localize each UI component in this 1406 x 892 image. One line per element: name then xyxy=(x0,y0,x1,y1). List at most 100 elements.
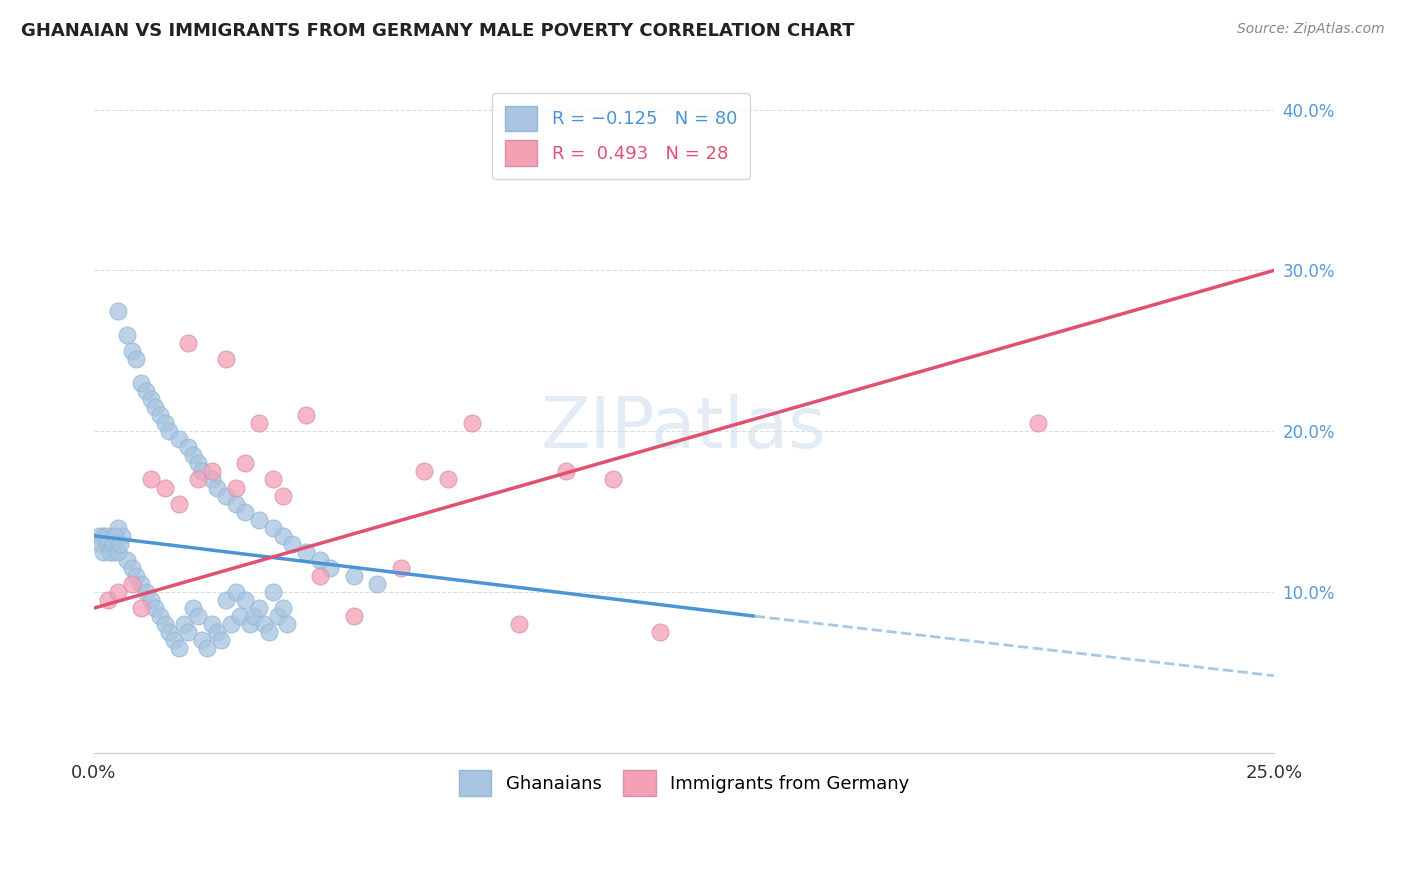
Point xyxy=(233,505,256,519)
Point xyxy=(139,593,162,607)
Point xyxy=(225,481,247,495)
Point xyxy=(177,440,200,454)
Point xyxy=(225,585,247,599)
Point xyxy=(229,609,252,624)
Point xyxy=(167,641,190,656)
Point xyxy=(342,609,364,624)
Point xyxy=(135,384,157,398)
Point xyxy=(143,601,166,615)
Point xyxy=(163,633,186,648)
Point xyxy=(173,617,195,632)
Point xyxy=(243,609,266,624)
Point xyxy=(271,529,294,543)
Point xyxy=(187,609,209,624)
Point xyxy=(121,343,143,358)
Point xyxy=(295,408,318,422)
Point xyxy=(342,569,364,583)
Point xyxy=(167,497,190,511)
Point xyxy=(191,633,214,648)
Point xyxy=(107,585,129,599)
Point xyxy=(90,537,112,551)
Point xyxy=(413,465,436,479)
Point xyxy=(219,617,242,632)
Point xyxy=(247,513,270,527)
Point xyxy=(602,473,624,487)
Point xyxy=(153,617,176,632)
Point xyxy=(100,545,122,559)
Point xyxy=(107,521,129,535)
Point xyxy=(159,625,181,640)
Point xyxy=(366,577,388,591)
Point xyxy=(125,351,148,366)
Point xyxy=(187,456,209,470)
Point xyxy=(101,545,124,559)
Point xyxy=(177,335,200,350)
Point xyxy=(129,577,152,591)
Point xyxy=(437,473,460,487)
Point xyxy=(139,392,162,406)
Point xyxy=(215,489,238,503)
Point xyxy=(94,529,117,543)
Point xyxy=(129,376,152,390)
Point xyxy=(233,456,256,470)
Point xyxy=(257,625,280,640)
Point xyxy=(201,465,224,479)
Point xyxy=(153,416,176,430)
Point xyxy=(139,473,162,487)
Point xyxy=(247,416,270,430)
Legend: Ghanaians, Immigrants from Germany: Ghanaians, Immigrants from Germany xyxy=(450,761,918,805)
Point xyxy=(262,521,284,535)
Point xyxy=(87,529,110,543)
Point xyxy=(149,609,172,624)
Point xyxy=(115,327,138,342)
Point xyxy=(262,473,284,487)
Point xyxy=(181,448,204,462)
Point xyxy=(107,303,129,318)
Point xyxy=(205,481,228,495)
Point xyxy=(97,593,120,607)
Point xyxy=(247,601,270,615)
Point xyxy=(319,561,342,575)
Point xyxy=(508,617,530,632)
Point xyxy=(177,625,200,640)
Point xyxy=(309,569,332,583)
Point xyxy=(233,593,256,607)
Point xyxy=(107,545,129,559)
Point xyxy=(129,601,152,615)
Point xyxy=(215,351,238,366)
Point xyxy=(104,529,127,543)
Point xyxy=(650,625,672,640)
Point xyxy=(276,617,298,632)
Point xyxy=(108,537,131,551)
Point xyxy=(143,400,166,414)
Point xyxy=(201,473,224,487)
Point xyxy=(125,569,148,583)
Point xyxy=(121,577,143,591)
Point xyxy=(555,465,578,479)
Point xyxy=(239,617,262,632)
Point xyxy=(271,601,294,615)
Point xyxy=(1026,416,1049,430)
Point xyxy=(225,497,247,511)
Point xyxy=(295,545,318,559)
Point xyxy=(309,553,332,567)
Point xyxy=(262,585,284,599)
Point xyxy=(153,481,176,495)
Point xyxy=(191,465,214,479)
Point xyxy=(93,529,115,543)
Point xyxy=(121,561,143,575)
Point xyxy=(209,633,232,648)
Point xyxy=(167,432,190,446)
Point xyxy=(187,473,209,487)
Point xyxy=(253,617,276,632)
Point xyxy=(101,537,124,551)
Point xyxy=(460,416,482,430)
Point xyxy=(205,625,228,640)
Text: Source: ZipAtlas.com: Source: ZipAtlas.com xyxy=(1237,22,1385,37)
Point xyxy=(271,489,294,503)
Point xyxy=(111,529,134,543)
Point xyxy=(281,537,304,551)
Point xyxy=(195,641,218,656)
Text: GHANAIAN VS IMMIGRANTS FROM GERMANY MALE POVERTY CORRELATION CHART: GHANAIAN VS IMMIGRANTS FROM GERMANY MALE… xyxy=(21,22,855,40)
Point xyxy=(181,601,204,615)
